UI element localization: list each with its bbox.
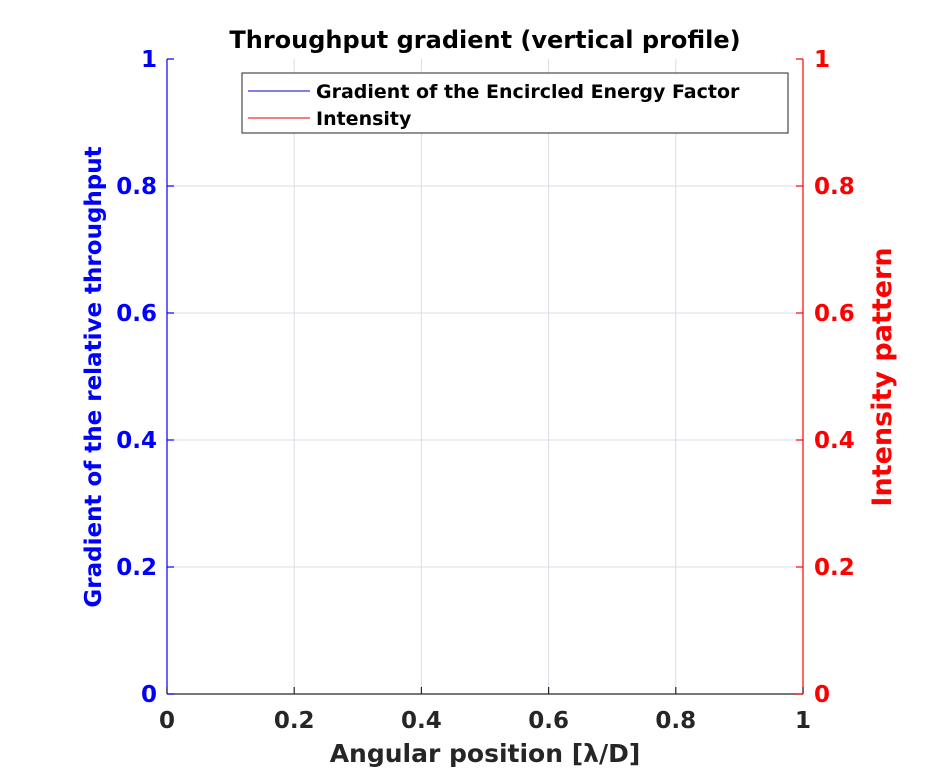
y-tick-label-left: 0.2	[116, 555, 157, 581]
legend-label-intensity: Intensity	[316, 108, 412, 130]
chart-title: Throughput gradient (vertical profile)	[229, 26, 740, 54]
x-tick-label: 0.2	[274, 708, 315, 734]
legend-label-gradient: Gradient of the Encircled Energy Factor	[316, 81, 740, 103]
y-tick-label-left: 0.6	[116, 301, 157, 327]
x-tick-label: 0.4	[401, 708, 442, 734]
y-tick-label-right: 0	[814, 682, 830, 708]
y-tick-label-right: 0.6	[814, 301, 855, 327]
y-axis-label-left: Gradient of the relative throughput	[81, 146, 107, 607]
y-tick-label-right: 0.2	[814, 555, 855, 581]
y-tick-label-left: 0.4	[116, 428, 157, 454]
legend: Gradient of the Encircled Energy Factor …	[241, 72, 789, 134]
y-tick-label-right: 1	[814, 47, 830, 73]
y-tick-label-right: 0.8	[814, 174, 855, 200]
x-tick-label: 0.6	[528, 708, 569, 734]
x-axis-label: Angular position [λ/D]	[330, 739, 641, 768]
tick-labels: 0 0.2 0.4 0.6 0.8 100.20.40.60.8100.20.40.60.…	[116, 47, 855, 734]
x-tick-label: 0	[159, 708, 175, 734]
y-tick-label-left: 0	[141, 682, 157, 708]
y-tick-label-right: 0.4	[814, 428, 855, 454]
x-tick-label: 0.8	[655, 708, 696, 734]
legend-box	[241, 72, 789, 134]
x-tick-label: 1	[795, 708, 811, 734]
y-tick-label-left: 1	[141, 47, 157, 73]
grid	[167, 59, 803, 694]
y-tick-label-left: 0.8	[116, 174, 157, 200]
y-axis-label-right: Intensity pattern	[867, 247, 898, 506]
axes	[166, 58, 804, 695]
